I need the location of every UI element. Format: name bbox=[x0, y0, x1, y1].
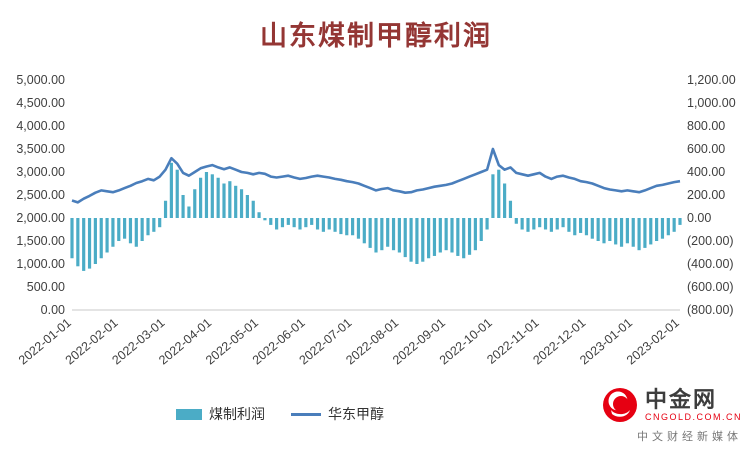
svg-text:5,000.00: 5,000.00 bbox=[16, 73, 65, 87]
chart-legend: 煤制利润 华东甲醇 bbox=[0, 404, 560, 424]
logo-tagline: 中文财经新媒体 bbox=[637, 431, 742, 443]
svg-text:800.00: 800.00 bbox=[687, 119, 725, 133]
svg-text:1,500.00: 1,500.00 bbox=[16, 234, 65, 248]
line-swatch-icon bbox=[291, 412, 321, 416]
legend-label-methanol: 华东甲醇 bbox=[328, 406, 384, 422]
svg-text:0.00: 0.00 bbox=[41, 303, 65, 317]
svg-text:0.00: 0.00 bbox=[687, 211, 711, 225]
svg-text:2,000.00: 2,000.00 bbox=[16, 211, 65, 225]
chart-title: 山东煤制甲醇利润 bbox=[260, 21, 492, 51]
profit-chart: 0.00 500.00 1,000.00 1,500.00 2,000.00 2,500.… bbox=[16, 73, 736, 368]
svg-text:500.00: 500.00 bbox=[27, 280, 65, 294]
bar-swatch-icon bbox=[176, 408, 202, 420]
svg-text:(400.00): (400.00) bbox=[687, 257, 734, 271]
cngold-logo-icon bbox=[602, 388, 637, 422]
svg-text:(800.00): (800.00) bbox=[687, 303, 734, 317]
logo-domain: CNGOLD.COM.CN bbox=[644, 411, 742, 422]
x-axis-labels: 2022-01-012022-02-012022-03-012022-04-01… bbox=[16, 316, 682, 368]
legend-item-profit: 煤制利润 bbox=[176, 404, 265, 424]
svg-text:400.00: 400.00 bbox=[687, 165, 725, 179]
svg-text:200.00: 200.00 bbox=[687, 188, 725, 202]
svg-text:(600.00): (600.00) bbox=[687, 280, 734, 294]
svg-text:3,000.00: 3,000.00 bbox=[16, 165, 65, 179]
svg-text:1,000.00: 1,000.00 bbox=[687, 96, 736, 110]
logo-name: 中金网 bbox=[644, 386, 717, 412]
cngold-logo: 中金网 CNGOLD.COM.CN 中文财经新媒体 bbox=[601, 386, 742, 444]
legend-item-methanol: 华东甲醇 bbox=[291, 404, 384, 424]
right-axis-labels: (800.00) (600.00) (400.00) (200.00) 0.00 200.… bbox=[687, 73, 736, 317]
svg-text:1,200.00: 1,200.00 bbox=[687, 73, 736, 87]
profit-bars bbox=[70, 162, 682, 271]
svg-text:600.00: 600.00 bbox=[687, 142, 725, 156]
svg-text:4,000.00: 4,000.00 bbox=[16, 119, 65, 133]
svg-text:4,500.00: 4,500.00 bbox=[16, 96, 65, 110]
svg-text:3,500.00: 3,500.00 bbox=[16, 142, 65, 156]
legend-label-profit: 煤制利润 bbox=[209, 406, 265, 422]
methanol-line bbox=[71, 147, 681, 204]
left-axis-labels: 0.00 500.00 1,000.00 1,500.00 2,000.00 2,500.… bbox=[16, 73, 65, 317]
svg-text:1,000.00: 1,000.00 bbox=[16, 257, 65, 271]
svg-text:2,500.00: 2,500.00 bbox=[16, 188, 65, 202]
svg-text:(200.00): (200.00) bbox=[687, 234, 734, 248]
